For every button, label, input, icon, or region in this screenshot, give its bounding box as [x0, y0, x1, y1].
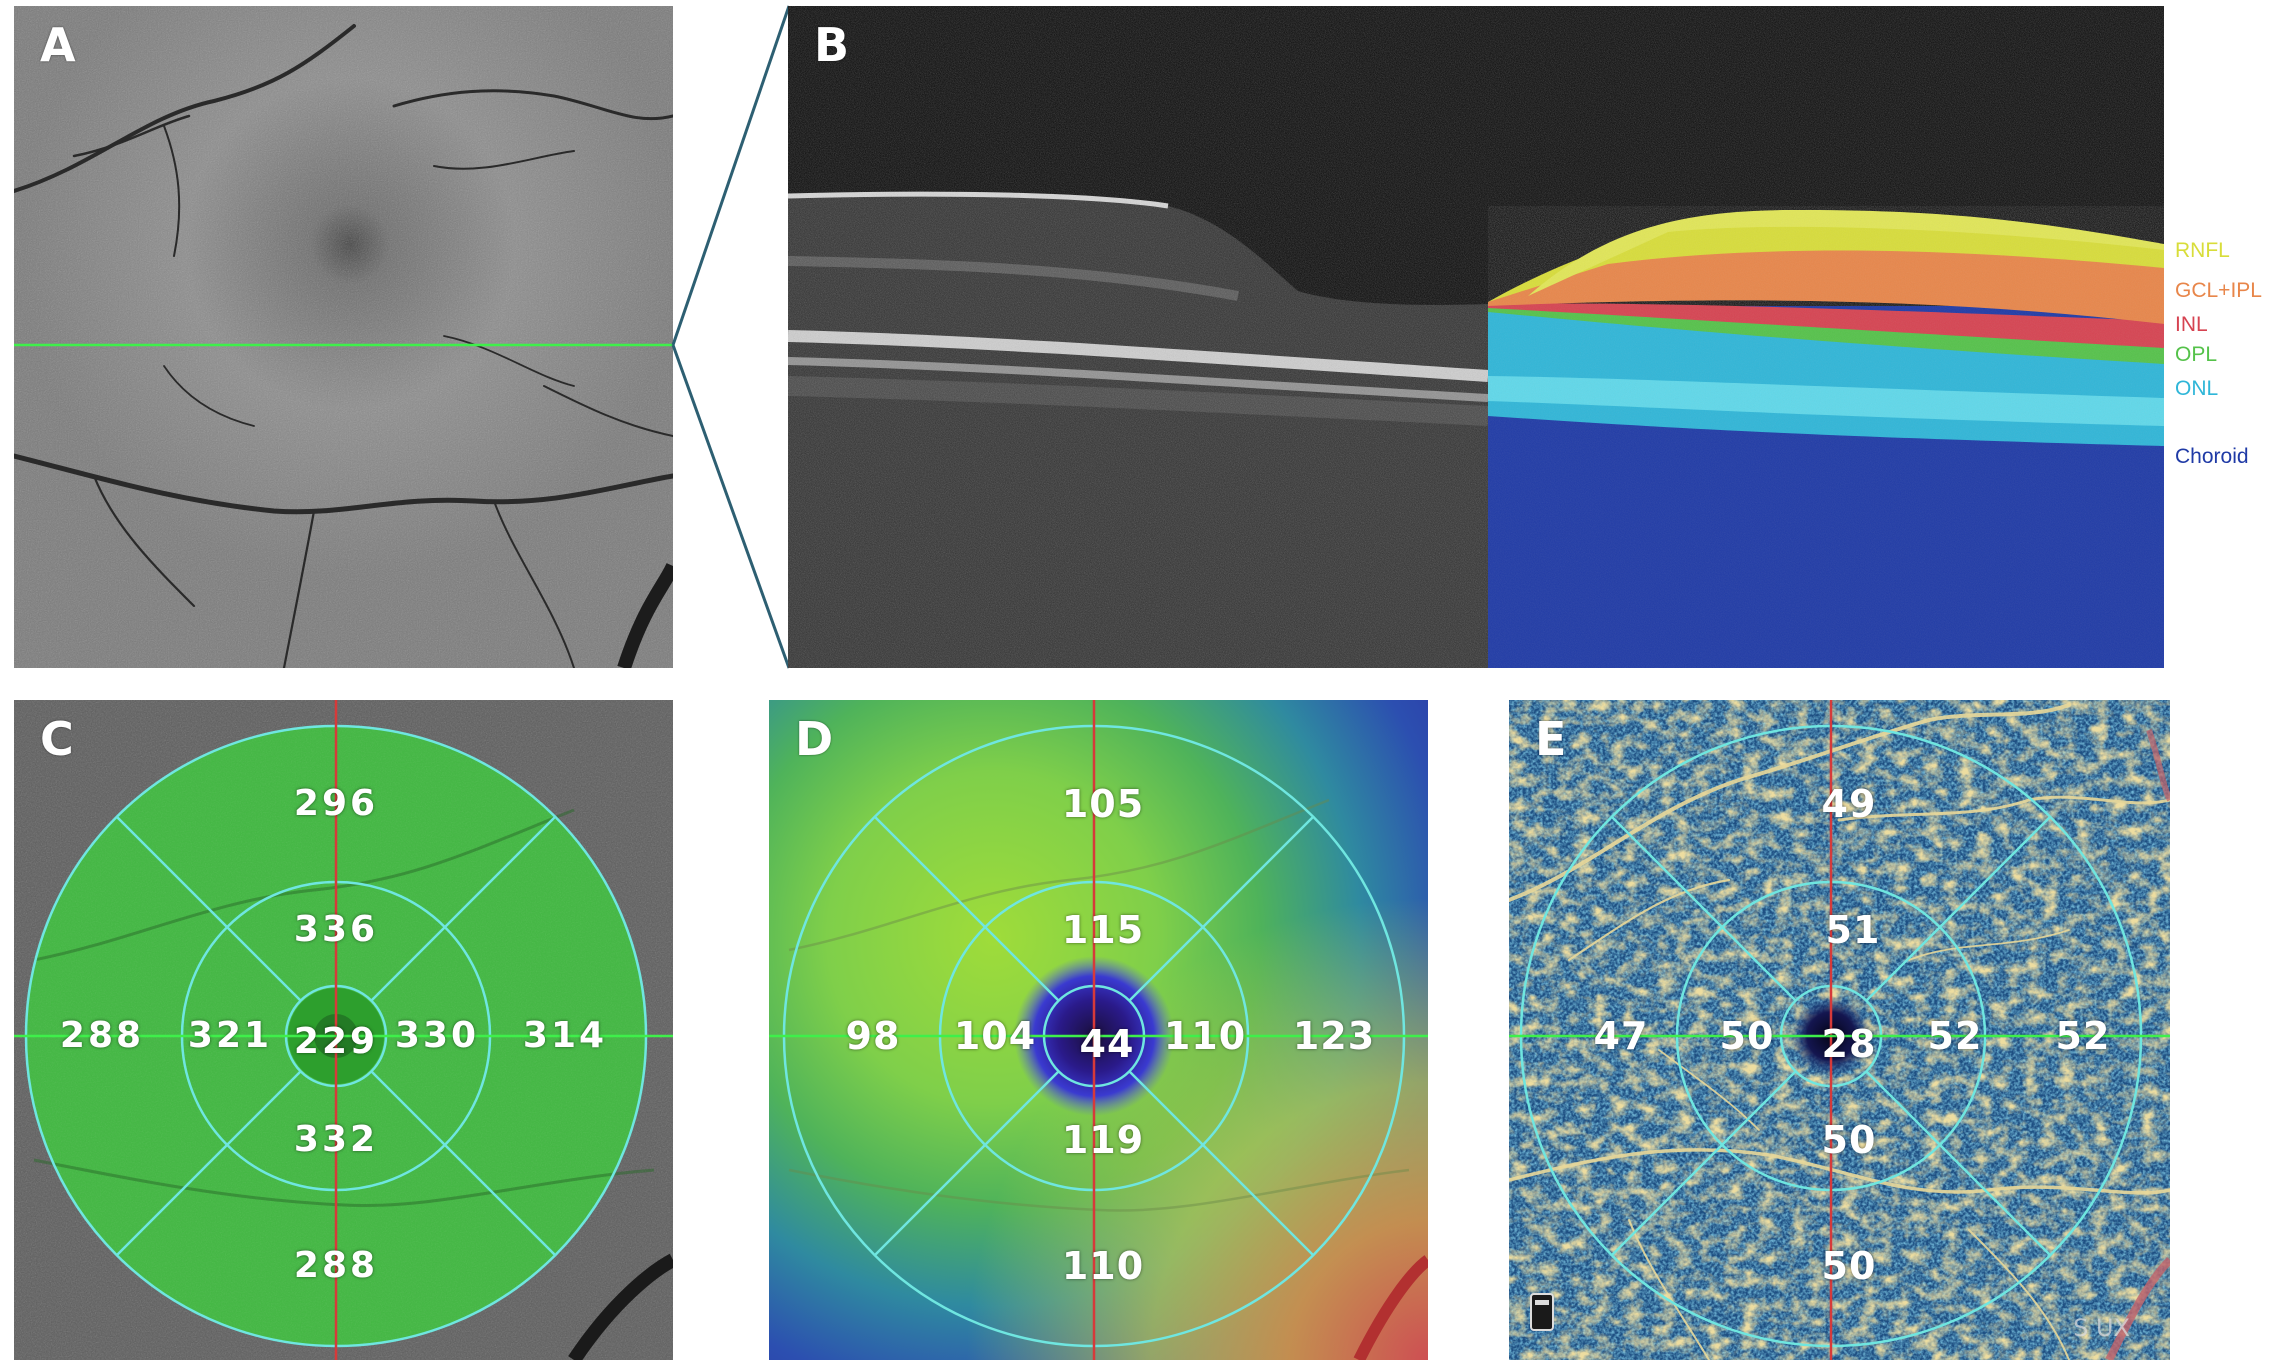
- oct-bscan-image: [788, 6, 2164, 668]
- sector-center: 28: [1821, 1022, 1877, 1066]
- sector-inferior-inner: 50: [1821, 1118, 1877, 1162]
- sector-nasal-outer: 123: [1292, 1014, 1376, 1058]
- battery-icon: [1530, 1293, 1554, 1331]
- sector-superior-outer: 105: [1061, 782, 1145, 826]
- oct-bscan-panel: B: [788, 6, 2164, 668]
- sector-inferior-inner: 119: [1061, 1118, 1145, 1162]
- legend-inl: INL: [2175, 313, 2208, 336]
- device-watermark: S UX: [2073, 1314, 2130, 1342]
- heatmap-image: [769, 700, 1428, 1360]
- sector-temporal-inner: 321: [187, 1015, 273, 1056]
- legend-choroid: Choroid: [2175, 445, 2249, 468]
- legend-onl: ONL: [2175, 377, 2219, 400]
- sector-temporal-outer: 98: [845, 1014, 901, 1058]
- angiography-image: [1509, 700, 2170, 1360]
- sector-center: 229: [293, 1021, 379, 1062]
- sector-inferior-outer: 50: [1821, 1244, 1877, 1288]
- sector-nasal-inner: 110: [1163, 1014, 1247, 1058]
- fundus-image-panel: A: [14, 6, 673, 668]
- panel-label: B: [814, 18, 850, 72]
- panel-label: E: [1535, 712, 1567, 766]
- sector-superior-outer: 49: [1821, 782, 1877, 826]
- sector-nasal-outer: 52: [2055, 1014, 2111, 1058]
- thickness-map-panel: 296 336 288 321 229 330 314 332 288 C: [14, 700, 673, 1360]
- legend-opl: OPL: [2175, 343, 2218, 366]
- sector-inferior-inner: 332: [293, 1119, 379, 1160]
- sector-superior-inner: 115: [1061, 908, 1145, 952]
- sector-inferior-outer: 288: [293, 1245, 379, 1286]
- fundus-image: [14, 6, 673, 668]
- panel-label: A: [40, 18, 76, 72]
- sector-temporal-outer: 47: [1593, 1014, 1649, 1058]
- sector-nasal-inner: 330: [394, 1015, 480, 1056]
- sector-nasal-inner: 52: [1927, 1014, 1983, 1058]
- legend-rnfl: RNFL: [2175, 239, 2230, 262]
- thickness-map-image: [14, 700, 673, 1360]
- sector-temporal-inner: 104: [953, 1014, 1037, 1058]
- sector-center: 44: [1079, 1022, 1135, 1066]
- legend-gcl-ipl: GCL+IPL: [2175, 279, 2262, 302]
- panel-label: D: [795, 712, 834, 766]
- heatmap-panel: 105 115 98 104 44 110 123 119 110 D: [769, 700, 1428, 1360]
- sector-superior-inner: 51: [1825, 908, 1881, 952]
- panel-label: C: [40, 712, 74, 766]
- sector-temporal-outer: 288: [59, 1015, 145, 1056]
- sector-superior-inner: 336: [293, 909, 379, 950]
- sector-temporal-inner: 50: [1719, 1014, 1775, 1058]
- sector-nasal-outer: 314: [522, 1015, 608, 1056]
- angiography-panel: 49 51 47 50 28 52 52 50 50 S UX E: [1509, 700, 2170, 1360]
- sector-superior-outer: 296: [293, 783, 379, 824]
- sector-inferior-outer: 110: [1061, 1244, 1145, 1288]
